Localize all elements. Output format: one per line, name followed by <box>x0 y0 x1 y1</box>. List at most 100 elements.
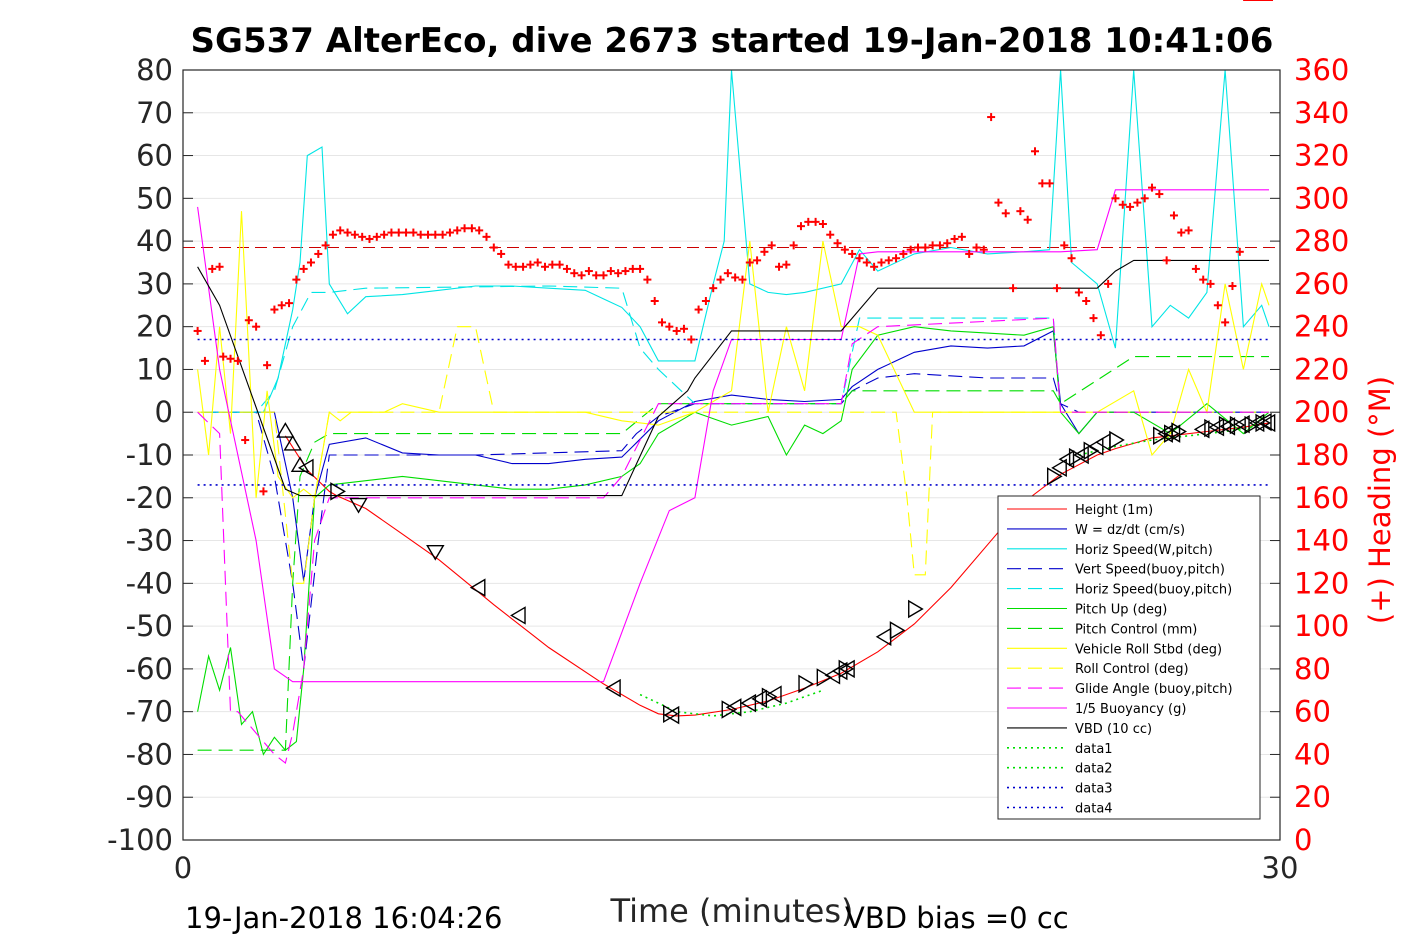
heading-point <box>1089 314 1098 323</box>
heading-point <box>1016 207 1025 216</box>
height-marker <box>1171 422 1187 441</box>
y-tick-label: -50 <box>126 609 173 643</box>
heading-point <box>928 241 937 250</box>
heading-point <box>533 258 542 267</box>
height-marker <box>725 698 742 717</box>
legend: Height (1m) W = dz/dt (cm/s) Horiz Speed(W… <box>997 495 1261 820</box>
heading-point <box>299 264 308 273</box>
heading-point <box>504 260 513 269</box>
heading-point <box>1118 200 1127 209</box>
heading-point <box>1191 264 1200 273</box>
heading-point <box>1023 215 1032 224</box>
heading-point <box>208 264 217 273</box>
heading-point <box>709 284 718 293</box>
heading-point <box>460 224 469 233</box>
heading-point <box>1126 202 1135 211</box>
height-marker <box>889 621 906 640</box>
legend-label: data1 <box>1075 742 1113 757</box>
heading-point <box>438 230 447 239</box>
legend-label: Horiz Speed(W,pitch) <box>1075 543 1213 558</box>
heading-point <box>259 487 268 496</box>
legend-label: Height (1m) <box>1075 503 1153 518</box>
y-tick-label: 30 <box>136 267 173 301</box>
heading-point <box>482 232 491 241</box>
legend-label: Glide Angle (buoy,pitch) <box>1075 682 1233 697</box>
heading-point <box>423 230 432 239</box>
heading-point <box>263 361 272 370</box>
heading-point <box>336 226 345 235</box>
heading-point <box>570 269 579 278</box>
heading-point <box>372 232 381 241</box>
left-y-axis: 80 70 60 50 40 30 20 10 0 -10 -20 -30 -40 -50 -60 -70 -8… <box>107 53 193 857</box>
series-line <box>201 330 1269 582</box>
heading-point <box>1060 241 1069 250</box>
heading-point <box>215 262 224 271</box>
heading-point <box>1045 179 1054 188</box>
heading-point <box>1009 284 1018 293</box>
heading-point <box>200 356 209 365</box>
heading-point <box>1228 282 1237 291</box>
heading-point <box>840 245 849 254</box>
y2-tick-label: 180 <box>1294 438 1349 472</box>
heading-point <box>1235 247 1244 256</box>
heading-point <box>965 249 974 258</box>
heading-point <box>760 247 769 256</box>
height-marker <box>469 578 486 597</box>
heading-point <box>562 264 571 273</box>
heading-point <box>252 322 261 331</box>
y-tick-label: -70 <box>126 695 173 729</box>
heading-point <box>1133 198 1142 207</box>
heading-point <box>701 297 710 305</box>
x-tick-label: 30 <box>1262 851 1299 885</box>
heading-point <box>489 243 498 252</box>
height-marker <box>908 599 924 619</box>
heading-point <box>350 230 359 239</box>
heading-point <box>526 260 535 269</box>
y2-tick-label: 0 <box>1294 823 1312 857</box>
height-marker <box>765 685 782 704</box>
height-marker <box>798 674 815 694</box>
series-line <box>197 356 1269 751</box>
heading-point <box>899 249 908 258</box>
heading-point <box>1082 297 1091 305</box>
heading-point <box>467 224 476 233</box>
heading-point <box>244 316 253 325</box>
heading-point <box>497 249 506 258</box>
series-line <box>284 422 1270 717</box>
heading-point <box>475 226 484 235</box>
height-marker <box>276 422 295 438</box>
x-axis: 0 30 <box>174 830 1299 885</box>
heading-point <box>658 318 667 327</box>
heading-point <box>292 275 301 284</box>
heading-point <box>409 228 418 237</box>
height-marker <box>1229 415 1246 435</box>
heading-point <box>972 243 981 252</box>
heading-point <box>723 269 732 278</box>
height-marker <box>740 693 757 713</box>
heading-point <box>1184 226 1193 235</box>
y2-tick-label: 160 <box>1294 481 1349 515</box>
heading-point <box>343 228 352 237</box>
height-marker <box>875 627 892 647</box>
heading-point <box>431 230 440 239</box>
height-marker <box>1109 430 1125 450</box>
legend-label: W = dz/dt (cm/s) <box>1075 523 1185 538</box>
heading-point <box>1162 256 1171 265</box>
heading-point <box>606 267 615 276</box>
heading-point <box>643 275 652 284</box>
heading-point <box>906 245 915 254</box>
y-tick-label: -90 <box>126 780 173 814</box>
heading-point <box>1155 190 1164 199</box>
y2-tick-label: 140 <box>1294 524 1349 558</box>
heading-point <box>870 262 879 271</box>
heading-point <box>233 356 242 365</box>
y-tick-label: -80 <box>126 737 173 771</box>
heading-point <box>862 258 871 267</box>
heading-point <box>1038 179 1047 188</box>
height-marker <box>283 434 302 451</box>
y2-tick-label: 60 <box>1294 695 1331 729</box>
y2-tick-label: 300 <box>1294 181 1349 215</box>
heading-point <box>1104 279 1113 288</box>
y2-tick-label: 40 <box>1294 737 1331 771</box>
series-line <box>197 259 1269 497</box>
